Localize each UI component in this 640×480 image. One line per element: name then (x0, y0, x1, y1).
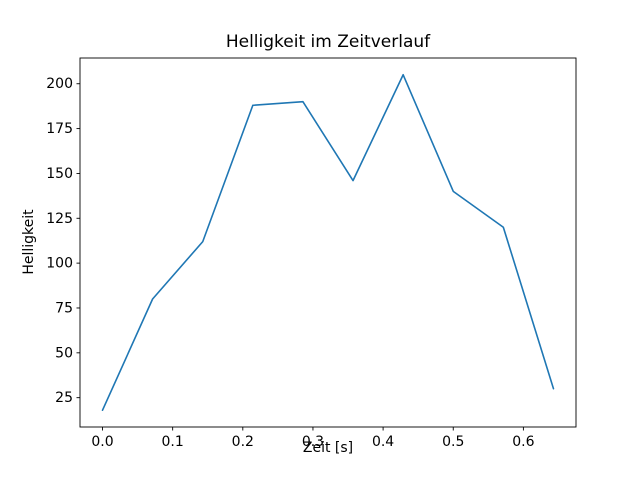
y-tick-label: 175 (46, 121, 73, 137)
y-axis-label: Helligkeit (21, 209, 37, 275)
y-tick-label: 200 (46, 76, 73, 92)
x-tick-label: 0.1 (162, 434, 184, 450)
y-tick-label: 25 (55, 390, 73, 406)
y-tick-label: 50 (55, 345, 73, 361)
x-tick-label: 0.6 (512, 434, 534, 450)
x-tick-label: 0.3 (302, 434, 324, 450)
data-line (101, 73, 555, 412)
x-axis-label: Zeit [s] (302, 440, 354, 456)
y-tick-label: 100 (46, 256, 73, 272)
axes-border (79, 57, 577, 428)
x-tick-label: 0.4 (372, 434, 394, 450)
x-tick-label: 0.0 (91, 434, 113, 450)
x-tick-label: 0.5 (442, 434, 464, 450)
chart-title: Helligkeit im Zeitverlauf (225, 32, 431, 52)
y-tick-label: 150 (46, 166, 73, 182)
y-tick-label: 75 (55, 300, 73, 316)
x-tick-label: 0.2 (232, 434, 254, 450)
y-tick-label: 125 (46, 211, 73, 227)
